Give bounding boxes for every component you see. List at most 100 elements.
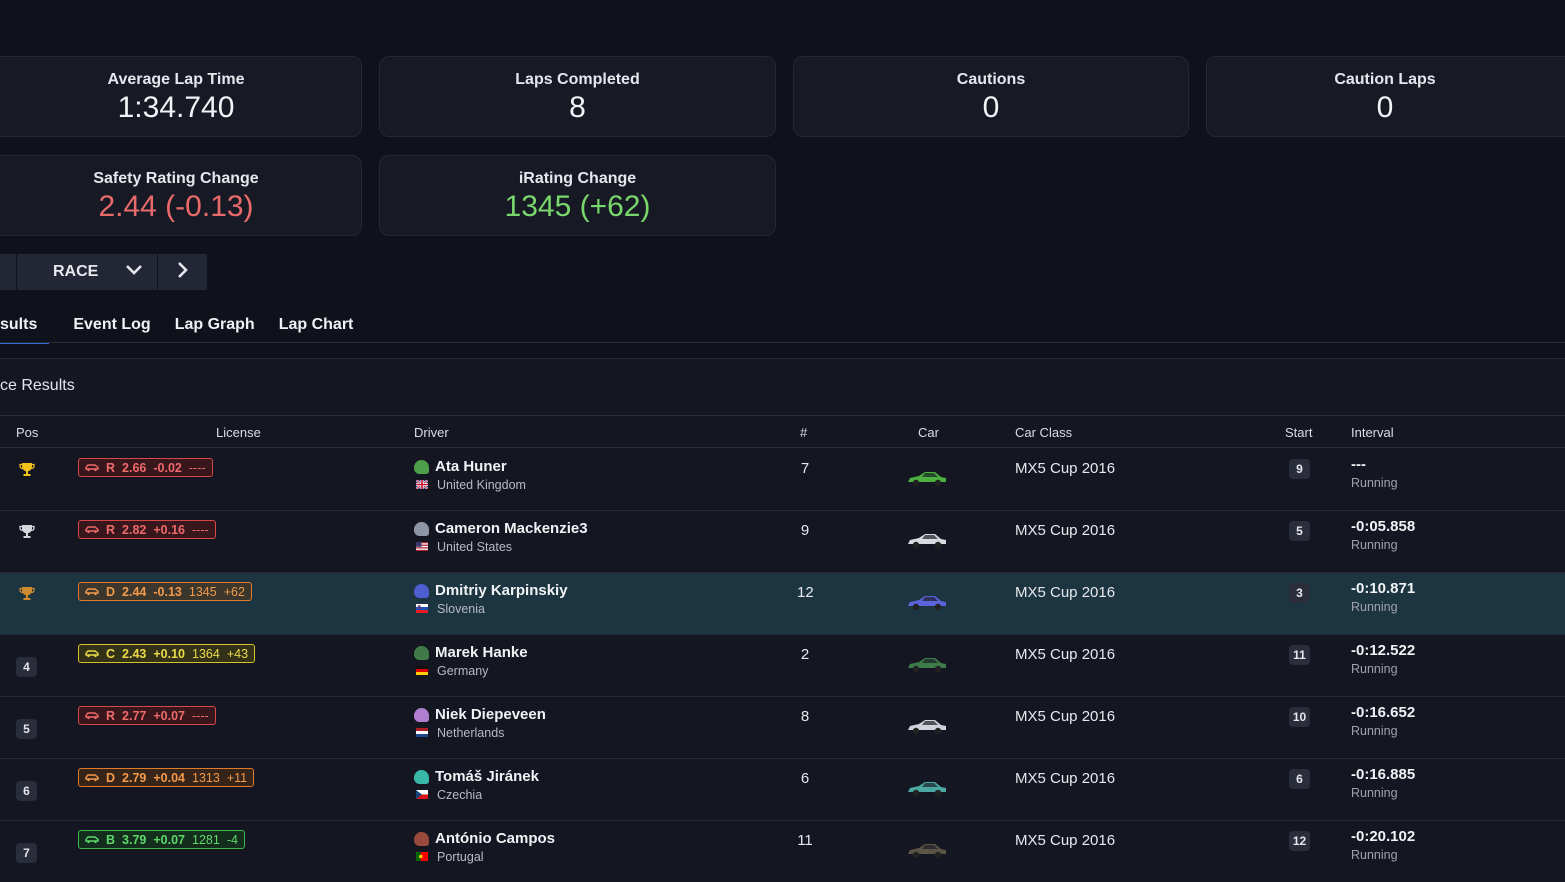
license-badge: B 3.79 +0.07 1281 -4 [78,830,245,849]
car-number: 11 [797,832,813,849]
table-row[interactable]: 4 C 2.43 +0.10 1364 +43 Marek Hanke Germany 2 MX5… [0,635,1565,697]
prev-session-button[interactable] [0,254,17,290]
stat-label: Cautions [956,71,1026,88]
flag-icon [416,850,428,864]
column-header-driver[interactable]: Driver [414,425,449,440]
license-sr-change: +0.10 [153,646,186,661]
driver-cell: Tomáš Jiránek Czechia [414,768,539,802]
car-number: 2 [800,646,810,663]
driver-country: Germany [437,664,489,678]
driver-name[interactable]: Marek Hanke [435,644,528,661]
table-row[interactable]: R 2.82 +0.16 ---- Cameron Mackenzie3 United S… [0,511,1565,573]
table-row[interactable]: 7 B 3.79 +0.07 1281 -4 António Campos Portugal 1… [0,821,1565,882]
interval-cell: -0:10.871 Running [1351,580,1415,614]
session-selector: RACE [0,254,207,290]
tab-event-log[interactable]: Event Log [73,316,151,333]
flag-icon [416,726,428,740]
running-status: Running [1351,538,1398,552]
next-session-button[interactable] [158,254,207,290]
start-position-badge: 11 [1289,645,1310,665]
session-dropdown-label: RACE [53,263,99,280]
car-icon [85,585,99,599]
car-class: MX5 Cup 2016 [1015,646,1116,663]
driver-cell: António Campos Portugal [414,830,555,864]
interval-value: -0:16.652 [1351,704,1416,721]
car-class: MX5 Cup 2016 [1015,522,1116,539]
flag-icon [416,540,428,554]
stat-card-average-lap-time: Average Lap Time 1:34.740 [0,56,362,137]
flag-icon [416,602,428,616]
license-sr-change: +0.16 [153,522,186,537]
trophy-icon [19,523,35,543]
driver-name[interactable]: Niek Diepeveen [435,706,546,723]
table-row[interactable]: D 2.44 -0.13 1345 +62 Dmitriy Karpinskiy Slove… [0,573,1565,635]
running-status: Running [1351,786,1398,800]
stat-value: 8 [569,91,586,124]
license-safety-rating: 2.79 [122,770,147,785]
helmet-icon [414,769,429,784]
driver-name[interactable]: Dmitriy Karpinskiy [435,582,568,599]
driver-name[interactable]: Cameron Mackenzie3 [435,520,588,537]
column-header-license[interactable]: License [216,425,261,440]
column-header-pos[interactable]: Pos [16,425,39,440]
start-position-badge: 3 [1289,583,1310,603]
chevron-right-icon [177,261,189,284]
car-class: MX5 Cup 2016 [1015,584,1116,601]
position-badge: 5 [16,719,37,739]
car-class: MX5 Cup 2016 [1015,460,1116,477]
driver-country: Czechia [437,788,483,802]
table-row[interactable]: R 2.66 -0.02 ---- Ata Huner United Kingdom 7 MX… [0,449,1565,511]
driver-name[interactable]: António Campos [435,830,555,847]
running-status: Running [1351,476,1398,490]
stat-value: 0 [982,91,1000,124]
column-header-interval[interactable]: Interval [1351,425,1394,440]
license-class: B [106,832,116,847]
stat-label: Average Lap Time [107,71,245,88]
license-irating-change: +11 [226,770,248,785]
column-header-car[interactable]: Car [918,425,939,440]
chevron-down-icon [125,263,143,281]
column-header-start[interactable]: Start [1285,425,1313,440]
interval-value: --- [1351,456,1366,473]
license-sr-change: +0.04 [153,770,186,785]
car-number: 9 [800,522,810,539]
license-class: D [106,770,116,785]
car-icon [85,523,99,537]
license-irating-change: +62 [223,584,245,599]
tab-divider [0,342,1565,343]
car-image [906,594,948,616]
column-header-number[interactable]: # [800,425,808,440]
start-position-badge: 5 [1289,521,1310,541]
car-image [906,842,948,864]
session-dropdown[interactable]: RACE [17,254,158,290]
start-position-badge: 10 [1289,707,1310,727]
car-number: 7 [800,460,810,477]
driver-country: Slovenia [437,602,485,616]
tab-lap-chart[interactable]: Lap Chart [278,316,354,333]
interval-cell: --- Running [1351,456,1398,490]
stat-value: 1345 (+62) [504,190,651,223]
license-safety-rating: 2.77 [122,708,147,723]
driver-name[interactable]: Ata Huner [435,458,507,475]
table-row[interactable]: 5 R 2.77 +0.07 ---- Niek Diepeveen Netherlands… [0,697,1565,759]
tab-results[interactable]: sults [0,312,50,344]
flag-icon [416,664,428,678]
license-class: D [106,584,116,599]
license-safety-rating: 2.66 [122,460,147,475]
car-number: 8 [800,708,810,725]
tab-lap-graph[interactable]: Lap Graph [174,316,255,333]
license-sr-change: -0.02 [153,460,182,475]
table-row[interactable]: 6 D 2.79 +0.04 1313 +11 Tomáš Jiránek Czechia 6 M… [0,759,1565,821]
car-image [906,470,948,492]
license-safety-rating: 2.82 [122,522,147,537]
driver-name[interactable]: Tomáš Jiránek [435,768,539,785]
driver-country: United Kingdom [437,478,526,492]
flag-icon [416,788,428,802]
helmet-icon [414,459,429,474]
column-header-car-class[interactable]: Car Class [1015,425,1073,440]
driver-cell: Dmitriy Karpinskiy Slovenia [414,582,568,616]
car-icon [85,833,99,847]
running-status: Running [1351,848,1398,862]
license-irating: ---- [192,522,209,537]
car-icon [85,461,99,475]
